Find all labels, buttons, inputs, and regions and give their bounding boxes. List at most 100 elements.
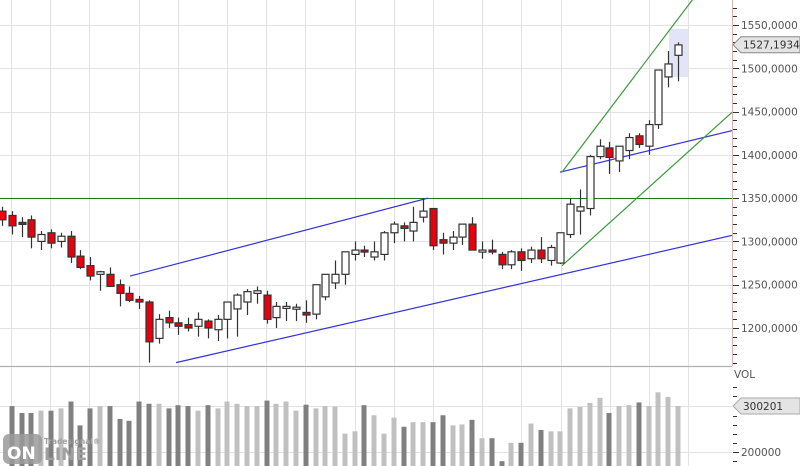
candle-up: [272, 302, 281, 328]
candle-up: [243, 289, 252, 316]
volume-bar: [391, 417, 397, 466]
volume-bar: [185, 406, 191, 466]
candle-down: [0, 206, 7, 226]
candle-up: [478, 241, 487, 259]
candle-body: [360, 249, 369, 253]
candle-down: [8, 211, 17, 235]
candle-down: [116, 279, 125, 307]
candle-up: [586, 154, 595, 216]
trendline-green-channel-lower[interactable]: [561, 51, 800, 267]
candle-body: [645, 123, 654, 147]
volume-bar: [322, 406, 328, 466]
candle-body: [566, 203, 575, 236]
candle-body: [478, 249, 487, 253]
candle-down: [488, 239, 497, 255]
trendlines[interactable]: [129, 0, 800, 364]
volume-bar: [224, 401, 230, 466]
volume-bar: [675, 406, 681, 466]
candle-body: [174, 322, 183, 327]
candle-body: [341, 251, 350, 275]
candle-body: [498, 253, 507, 266]
candle-body: [351, 249, 360, 256]
volume-bar: [352, 431, 358, 466]
volume-bar: [166, 408, 172, 466]
candle-down: [468, 217, 477, 251]
candle-up: [194, 312, 203, 337]
candle-down: [125, 286, 134, 303]
candle-up: [449, 231, 458, 251]
candle-body: [106, 273, 115, 288]
volume-bar: [68, 401, 74, 466]
candle-up: [576, 189, 585, 235]
volume-bar: [489, 438, 495, 466]
volume-bar: [587, 402, 593, 466]
candle-body: [184, 323, 193, 329]
candle-down: [204, 319, 213, 339]
volume-axis[interactable]: VOL 200000 300201: [732, 369, 800, 462]
candle-down: [263, 290, 272, 324]
candle-body: [390, 223, 399, 234]
candle-body: [439, 239, 448, 244]
candle-body: [47, 232, 56, 244]
candle-down: [635, 133, 644, 148]
candle-body: [419, 210, 428, 218]
candle-down: [47, 229, 56, 249]
candle-down: [537, 237, 546, 264]
candle-down: [76, 250, 85, 270]
candle-down: [174, 317, 183, 335]
volume-bar: [655, 392, 661, 466]
candle-down: [135, 295, 144, 309]
candle-body: [586, 155, 595, 210]
candle-body: [165, 317, 174, 324]
candle-body: [76, 255, 85, 269]
volume-bar: [567, 408, 573, 466]
candle-up: [37, 231, 46, 251]
volume-bar: [577, 407, 583, 466]
candle-down: [27, 215, 36, 249]
price-tick-label: 1350,0000: [741, 193, 798, 205]
candle-up: [253, 286, 262, 304]
volume-bar: [97, 406, 103, 466]
trendline-blue-channel-lower[interactable]: [175, 220, 800, 364]
candles: [0, 42, 683, 363]
candle-up: [419, 198, 428, 223]
candle-body: [194, 318, 203, 327]
trendline-blue-line-extended[interactable]: [559, 114, 800, 173]
volume-bar: [58, 408, 64, 466]
candle-body: [155, 318, 164, 339]
volume-bar: [597, 397, 603, 466]
candle-body: [0, 210, 7, 221]
volume-bar: [499, 461, 505, 466]
trendline-green-channel-upper[interactable]: [561, 0, 694, 173]
last-price-tag: 1527,1934: [732, 36, 800, 54]
volume-bar: [215, 408, 221, 466]
price-axis[interactable]: 1550,0000 1500,0000 1450,0000 1400,0000 1350…: [732, 0, 800, 366]
price-tick-label: 1450,0000: [741, 107, 798, 119]
price-tick-label: 1400,0000: [741, 150, 798, 162]
volume-bar: [371, 415, 377, 466]
volume-bar: [254, 406, 260, 466]
candle-up: [625, 133, 634, 160]
candle-down: [86, 257, 95, 281]
trendline-blue-channel-upper[interactable]: [129, 197, 429, 277]
volume-bar: [293, 410, 299, 466]
candle-up: [57, 232, 66, 248]
volume-bar: [636, 402, 642, 466]
candle-body: [605, 147, 614, 159]
price-tick-label: 1550,0000: [741, 20, 798, 32]
volume-bar: [381, 433, 387, 466]
volume-bar: [283, 401, 289, 466]
last-price-tag-shape: [732, 36, 800, 54]
candle-body: [429, 207, 438, 247]
volume-bar: [175, 405, 181, 466]
volume-bar: [557, 431, 563, 466]
volume-bar: [117, 418, 123, 466]
volume-bar: [401, 426, 407, 466]
candle-body: [556, 232, 565, 264]
last-volume-value: 300201: [743, 401, 783, 413]
volume-bar: [508, 442, 514, 466]
candle-body: [272, 305, 281, 319]
candle-up: [507, 250, 516, 270]
candle-body: [331, 273, 340, 284]
